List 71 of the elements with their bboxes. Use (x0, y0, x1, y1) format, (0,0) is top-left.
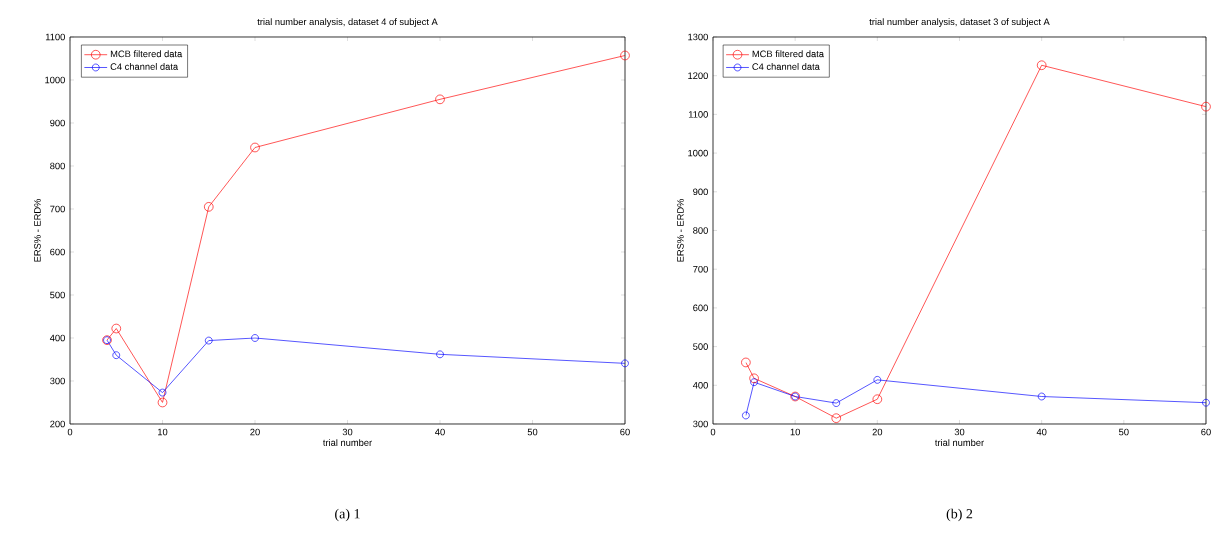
point (750, 378, 758, 386)
y-tick-label: 300 (50, 377, 65, 385)
point (742, 411, 750, 420)
point (157, 397, 168, 408)
point (436, 350, 444, 359)
x-tick-label: 40 (1036, 428, 1047, 436)
point (1201, 101, 1211, 112)
point (1202, 398, 1210, 407)
chart-title: trial number analysis, dataset 4 of subject A (257, 18, 438, 27)
y-tick-label: 400 (692, 382, 708, 389)
point (741, 357, 751, 368)
y-tick-label: 500 (693, 343, 708, 350)
point (832, 399, 841, 407)
y-tick-label: 700 (50, 205, 65, 213)
x-tick-label: 0 (710, 428, 716, 436)
x-axis-title: trial number (323, 439, 372, 446)
point (621, 359, 629, 368)
y-tick-label: 800 (693, 227, 708, 234)
point (250, 142, 260, 153)
legend-label: MCB filtered data (110, 50, 183, 58)
point (251, 334, 259, 342)
y-tick-label: 800 (50, 162, 65, 170)
text: (b) 2 (946, 508, 973, 522)
y-tick-label: 1100 (45, 33, 65, 41)
y-tick-label: 900 (50, 119, 65, 127)
y-tick-label: 900 (693, 188, 708, 196)
x-axis-title: trial number (935, 439, 984, 446)
y-axis-title: ERS% - ERD% (677, 198, 684, 262)
point (1036, 60, 1047, 70)
y-tick-label: 300 (693, 420, 708, 428)
point (1037, 392, 1046, 401)
x-tick-label: 10 (158, 428, 168, 436)
x-tick-label: 40 (435, 428, 445, 436)
x-tick-label: 60 (1201, 428, 1211, 436)
point (111, 323, 121, 334)
x-tick-label: 10 (790, 428, 800, 436)
x-tick-label: 20 (250, 428, 260, 436)
point (872, 394, 883, 404)
y-axis-title: ERS% - ERD% (34, 198, 41, 262)
y-tick-label: 1000 (45, 76, 65, 84)
legend-label: C4 channel data (110, 63, 179, 70)
point (204, 336, 213, 345)
y-tick-label: 1300 (688, 33, 708, 41)
point (620, 50, 630, 61)
y-tick-label: 200 (50, 420, 65, 428)
text: (a) 1 (335, 508, 360, 522)
point (873, 376, 882, 384)
point (158, 388, 167, 397)
y-tick-label: 400 (49, 334, 65, 342)
chart-title: trial number analysis, dataset 3 of subject A (869, 18, 1050, 27)
point (112, 351, 121, 359)
point (435, 94, 445, 105)
x-tick-label: 30 (954, 428, 965, 436)
x-tick-label: 50 (1119, 428, 1129, 436)
x-tick-label: 0 (67, 428, 73, 436)
y-tick-label: 500 (50, 291, 65, 299)
y-tick-label: 600 (50, 248, 65, 256)
y-tick-label: 1200 (688, 72, 708, 79)
x-tick-label: 30 (342, 428, 353, 436)
x-tick-label: 20 (872, 428, 883, 436)
y-tick-label: 1000 (688, 149, 708, 157)
point (749, 373, 759, 384)
point (204, 202, 214, 212)
y-tick-label: 700 (693, 265, 708, 273)
x-tick-label: 50 (527, 428, 538, 436)
legend-label: C4 channel data (752, 63, 820, 70)
legend-label: MCB filtered data (752, 50, 824, 58)
y-tick-label: 600 (693, 304, 708, 312)
y-tick-label: 1100 (688, 111, 708, 118)
point (831, 413, 841, 423)
x-tick-label: 60 (620, 428, 630, 436)
